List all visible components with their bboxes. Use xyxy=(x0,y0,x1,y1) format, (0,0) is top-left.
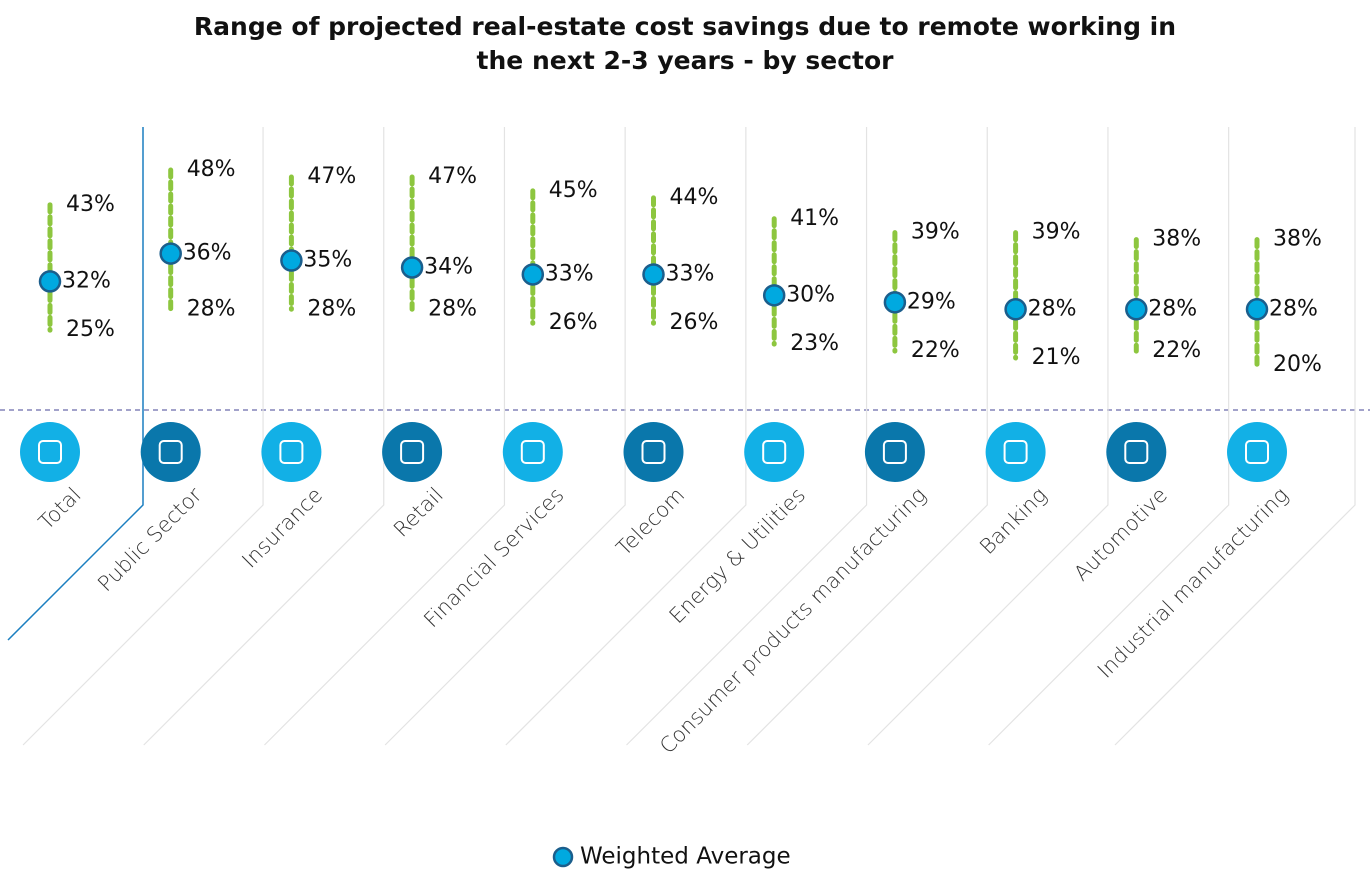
legend-marker xyxy=(552,846,574,868)
high-label: 41% xyxy=(790,206,839,231)
average-label: 34% xyxy=(424,255,473,280)
category-label: Telecom xyxy=(612,483,690,561)
high-label: 43% xyxy=(66,192,115,217)
sector-icon-glyph xyxy=(38,440,62,464)
sector-icon-glyph xyxy=(279,440,304,464)
low-label: 26% xyxy=(670,310,719,335)
high-label: 48% xyxy=(187,157,236,182)
high-label: 38% xyxy=(1273,227,1322,252)
high-label: 44% xyxy=(670,185,719,210)
sector-icon-glyph xyxy=(1124,440,1149,464)
sector-icon xyxy=(140,422,201,482)
average-label: 33% xyxy=(545,261,594,286)
sector-icon-glyph xyxy=(641,440,666,464)
total-separator xyxy=(7,127,144,641)
low-label: 21% xyxy=(1032,345,1081,370)
sector-icon xyxy=(623,422,684,482)
category-label: Retail xyxy=(389,483,448,542)
column-separator xyxy=(264,127,506,746)
sector-icon-glyph xyxy=(400,440,425,464)
category-label: Banking xyxy=(975,483,1051,559)
low-label: 28% xyxy=(187,296,236,321)
average-label: 29% xyxy=(907,289,956,314)
category-label: Industrial manufacturing xyxy=(1093,483,1293,683)
sector-icon xyxy=(1106,422,1167,482)
low-label: 23% xyxy=(790,331,839,356)
average-label: 28% xyxy=(1269,296,1318,321)
average-dot xyxy=(642,263,665,286)
low-label: 28% xyxy=(307,296,356,321)
column-separator xyxy=(505,127,747,746)
average-label: 32% xyxy=(62,268,111,293)
average-dot xyxy=(762,284,786,307)
low-label: 28% xyxy=(428,296,477,321)
average-dot xyxy=(159,242,182,265)
sector-icon-glyph xyxy=(158,440,183,464)
sector-icon xyxy=(744,422,805,482)
legend-label: Weighted Average xyxy=(580,844,791,870)
average-dot xyxy=(38,270,62,293)
average-label: 28% xyxy=(1028,296,1077,321)
high-label: 38% xyxy=(1152,227,1201,252)
column-separator xyxy=(867,127,1109,746)
category-label: Total xyxy=(34,483,86,535)
column-separator xyxy=(384,127,626,746)
low-label: 20% xyxy=(1273,352,1322,377)
average-label: 30% xyxy=(786,282,835,307)
high-label: 45% xyxy=(549,178,598,203)
average-label: 36% xyxy=(183,241,232,266)
low-label: 22% xyxy=(911,338,960,363)
high-label: 39% xyxy=(911,220,960,245)
sector-icon-glyph xyxy=(1003,440,1028,464)
category-label: Automotive xyxy=(1069,483,1172,586)
sector-icon xyxy=(382,422,443,482)
low-label: 26% xyxy=(549,310,598,335)
average-label: 33% xyxy=(666,261,715,286)
average-dot xyxy=(521,263,545,286)
high-label: 47% xyxy=(428,164,477,189)
average-label: 28% xyxy=(1148,296,1197,321)
sector-icon xyxy=(502,422,563,482)
average-dot xyxy=(883,291,907,314)
sector-icon xyxy=(20,422,80,482)
column-separator xyxy=(22,127,264,746)
chart-title: Range of projected real-estate cost savi… xyxy=(193,12,1177,75)
column-separator xyxy=(626,127,868,746)
sector-icon xyxy=(261,422,322,482)
high-label: 47% xyxy=(307,164,356,189)
column-separator xyxy=(143,127,385,746)
column-separator xyxy=(1114,127,1356,746)
average-dot xyxy=(280,249,303,272)
low-label: 25% xyxy=(66,317,115,342)
column-separator xyxy=(746,127,988,746)
sector-icon xyxy=(864,422,925,482)
average-dot xyxy=(1245,298,1269,321)
sector-icon-glyph xyxy=(520,440,545,464)
sector-icon xyxy=(1227,422,1287,482)
average-label: 35% xyxy=(303,248,352,273)
average-dot xyxy=(1004,298,1027,321)
category-label: Insurance xyxy=(237,483,327,573)
sector-icon xyxy=(985,422,1046,482)
high-label: 39% xyxy=(1032,220,1081,245)
sector-icon-glyph xyxy=(762,440,787,464)
column-separator xyxy=(988,127,1230,746)
sector-icon-glyph xyxy=(1245,440,1269,464)
low-label: 22% xyxy=(1152,338,1201,363)
average-dot xyxy=(400,256,424,279)
category-label: Energy & Utilities xyxy=(665,483,810,628)
category-label: Consumer products manufacturing xyxy=(655,483,931,759)
average-dot xyxy=(1125,298,1148,321)
sector-icon-glyph xyxy=(882,440,907,464)
